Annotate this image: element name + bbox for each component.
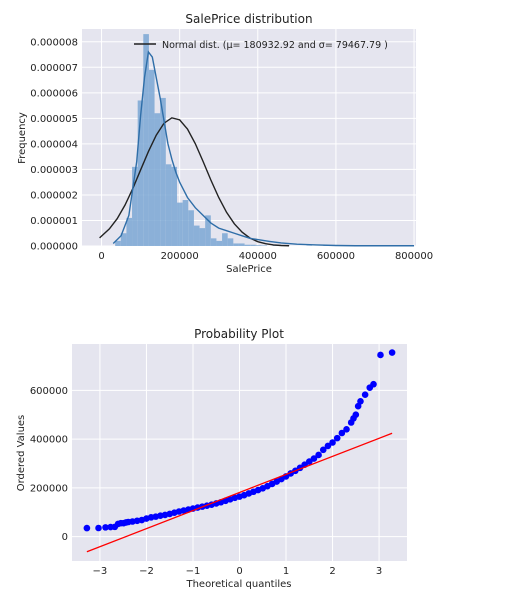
y-tick-label: 0 bbox=[62, 532, 68, 543]
histogram-bar bbox=[132, 166, 138, 246]
qq-point bbox=[315, 451, 322, 459]
x-tick-label: 1 bbox=[283, 566, 289, 577]
histogram-bar bbox=[165, 164, 172, 246]
x-tick-label: −2 bbox=[139, 566, 154, 577]
histogram-bar bbox=[177, 202, 183, 246]
qq-point bbox=[95, 524, 102, 532]
qq-point bbox=[83, 524, 91, 532]
histogram-bar bbox=[216, 240, 223, 246]
histogram-bar bbox=[120, 233, 127, 246]
y-axis-label: Ordered Values bbox=[16, 415, 27, 492]
probability-plot-chart: −3 −2 −1 0 1 2 3 0 200000 400000 600000 Probabili… bbox=[16, 327, 407, 590]
y-tick-label: 0.000004 bbox=[30, 139, 78, 150]
kde-line bbox=[112, 50, 415, 247]
histogram-bars bbox=[115, 34, 397, 246]
histogram-bar bbox=[171, 166, 178, 246]
histogram-bar bbox=[255, 245, 262, 246]
qq-point bbox=[361, 391, 369, 399]
histogram-bar bbox=[154, 113, 161, 246]
x-tick-label: 400000 bbox=[239, 251, 277, 262]
histogram-bar bbox=[250, 244, 256, 246]
y-tick-label: 0.000001 bbox=[30, 216, 78, 227]
y-tick-label: 200000 bbox=[30, 483, 68, 494]
y-tick-label: 0.000007 bbox=[30, 63, 78, 74]
y-tick-label: 0.000002 bbox=[30, 190, 78, 201]
qq-point bbox=[352, 411, 360, 419]
x-axis-label: Theoretical quantiles bbox=[185, 579, 291, 590]
histogram-bar bbox=[238, 243, 245, 246]
qq-point bbox=[388, 349, 396, 356]
histogram-bar bbox=[115, 240, 121, 246]
qq-point bbox=[338, 429, 346, 437]
legend-label: Normal dist. (μ= 180932.92 and σ= 79467.… bbox=[162, 40, 388, 51]
qq-point bbox=[377, 351, 384, 359]
chart-title: Probability Plot bbox=[194, 327, 284, 341]
x-tick-label: −3 bbox=[93, 566, 108, 577]
x-axis-label: SalePrice bbox=[226, 264, 272, 275]
histogram-bar bbox=[233, 243, 239, 246]
legend: Normal dist. (μ= 180932.92 and σ= 79467.… bbox=[134, 40, 388, 51]
qq-point bbox=[324, 442, 332, 450]
x-tick-label: 0 bbox=[98, 251, 104, 262]
histogram-bar bbox=[126, 217, 133, 246]
histogram-bar bbox=[193, 225, 200, 246]
x-tick-label: 3 bbox=[376, 566, 382, 577]
histogram-bar bbox=[205, 215, 211, 246]
y-tick-label: 0.000008 bbox=[30, 37, 78, 48]
histogram-bar bbox=[143, 34, 149, 246]
histogram-bar bbox=[261, 245, 268, 246]
x-tick-label: −1 bbox=[186, 566, 201, 577]
histogram-bar bbox=[148, 69, 155, 246]
x-tick-labels: −3 −2 −1 0 1 2 3 bbox=[93, 566, 383, 577]
x-tick-label: 200000 bbox=[161, 251, 199, 262]
qq-point bbox=[102, 524, 109, 531]
x-tick-label: 600000 bbox=[317, 251, 355, 262]
y-tick-label: 400000 bbox=[30, 435, 68, 446]
qq-point bbox=[310, 455, 318, 462]
histogram-bar bbox=[227, 238, 234, 246]
qq-point bbox=[370, 380, 377, 388]
qq-point bbox=[319, 446, 327, 454]
x-tick-label: 800000 bbox=[395, 251, 433, 262]
qq-point bbox=[343, 426, 350, 433]
x-tick-label: 0 bbox=[236, 566, 242, 577]
y-tick-label: 0.000006 bbox=[30, 88, 78, 99]
histogram-bar bbox=[160, 97, 166, 246]
y-tick-label: 0.000000 bbox=[30, 242, 78, 253]
qq-point bbox=[329, 439, 336, 446]
y-axis-label: Frequency bbox=[17, 112, 28, 164]
y-tick-labels: 0.000000 0.000001 0.000002 0.000003 0.000004… bbox=[30, 37, 78, 252]
y-tick-labels: 0 200000 400000 600000 bbox=[30, 386, 68, 543]
chart-title: SalePrice distribution bbox=[185, 12, 312, 26]
histogram-bar bbox=[199, 228, 206, 246]
x-tick-label: 2 bbox=[329, 566, 335, 577]
histogram-bar bbox=[244, 244, 251, 246]
x-tick-labels: 0 200000 400000 600000 800000 bbox=[98, 251, 433, 262]
saleprice-distribution-chart: 0 200000 400000 600000 800000 0.0000000.0000… bbox=[17, 12, 433, 275]
histogram-bar bbox=[210, 238, 217, 246]
gridlines bbox=[72, 344, 407, 561]
qq-point bbox=[333, 434, 341, 442]
histogram-bar bbox=[182, 200, 189, 246]
qq-point bbox=[357, 397, 364, 405]
fit-line bbox=[86, 432, 393, 553]
histogram-bar bbox=[222, 233, 228, 246]
y-tick-label: 0.000005 bbox=[30, 114, 78, 125]
histogram-bar bbox=[188, 210, 194, 246]
y-tick-label: 0.000003 bbox=[30, 165, 78, 176]
histogram-bar bbox=[137, 100, 144, 246]
y-tick-label: 600000 bbox=[30, 386, 68, 397]
